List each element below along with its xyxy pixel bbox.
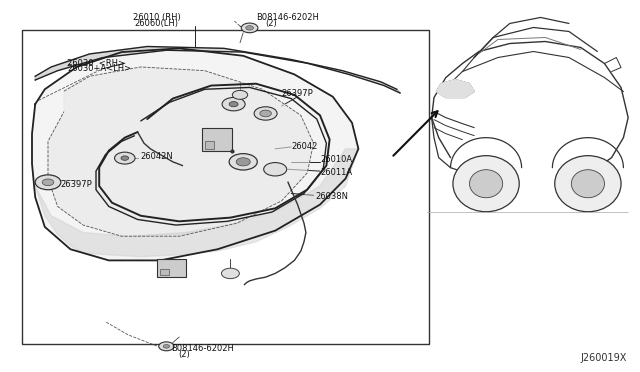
Text: (2): (2) (266, 19, 277, 28)
Circle shape (241, 23, 258, 33)
Circle shape (35, 175, 61, 190)
Text: B08146-6202H: B08146-6202H (172, 344, 234, 353)
Circle shape (260, 110, 271, 117)
Text: 26397P: 26397P (61, 180, 93, 189)
Circle shape (572, 170, 605, 198)
Text: 26010 (RH): 26010 (RH) (133, 13, 180, 22)
Circle shape (121, 156, 129, 160)
Bar (205, 141, 214, 149)
Circle shape (159, 342, 174, 351)
Circle shape (236, 158, 250, 166)
Text: 26042: 26042 (291, 142, 317, 151)
Bar (160, 269, 169, 275)
Circle shape (42, 179, 54, 186)
Text: 26030+A<LH>: 26030+A<LH> (67, 64, 131, 73)
Circle shape (229, 154, 257, 170)
Polygon shape (35, 46, 400, 93)
Circle shape (555, 155, 621, 212)
Circle shape (264, 163, 287, 176)
Circle shape (221, 268, 239, 279)
Circle shape (246, 26, 253, 30)
Text: 26060(LH): 26060(LH) (135, 19, 179, 28)
Circle shape (163, 344, 170, 348)
Polygon shape (32, 48, 358, 260)
Bar (202, 128, 232, 151)
Circle shape (453, 155, 519, 212)
Text: 26030  <RH>: 26030 <RH> (67, 59, 125, 68)
Circle shape (232, 90, 248, 99)
Text: 26038N: 26038N (316, 192, 349, 201)
Circle shape (115, 152, 135, 164)
Bar (157, 259, 186, 277)
Circle shape (470, 170, 502, 198)
Text: 26011A: 26011A (320, 169, 352, 177)
Polygon shape (48, 67, 314, 236)
Text: J260019X: J260019X (581, 353, 627, 363)
Text: 26010A: 26010A (320, 155, 352, 164)
Circle shape (222, 97, 245, 111)
Text: B08146-6202H: B08146-6202H (256, 13, 319, 22)
Circle shape (229, 102, 238, 107)
Bar (22, 30, 429, 344)
Circle shape (254, 107, 277, 120)
Text: 26397P: 26397P (282, 89, 314, 98)
Text: 26042N: 26042N (141, 153, 173, 161)
Polygon shape (35, 149, 358, 257)
Text: (2): (2) (178, 350, 189, 359)
Polygon shape (436, 80, 474, 97)
